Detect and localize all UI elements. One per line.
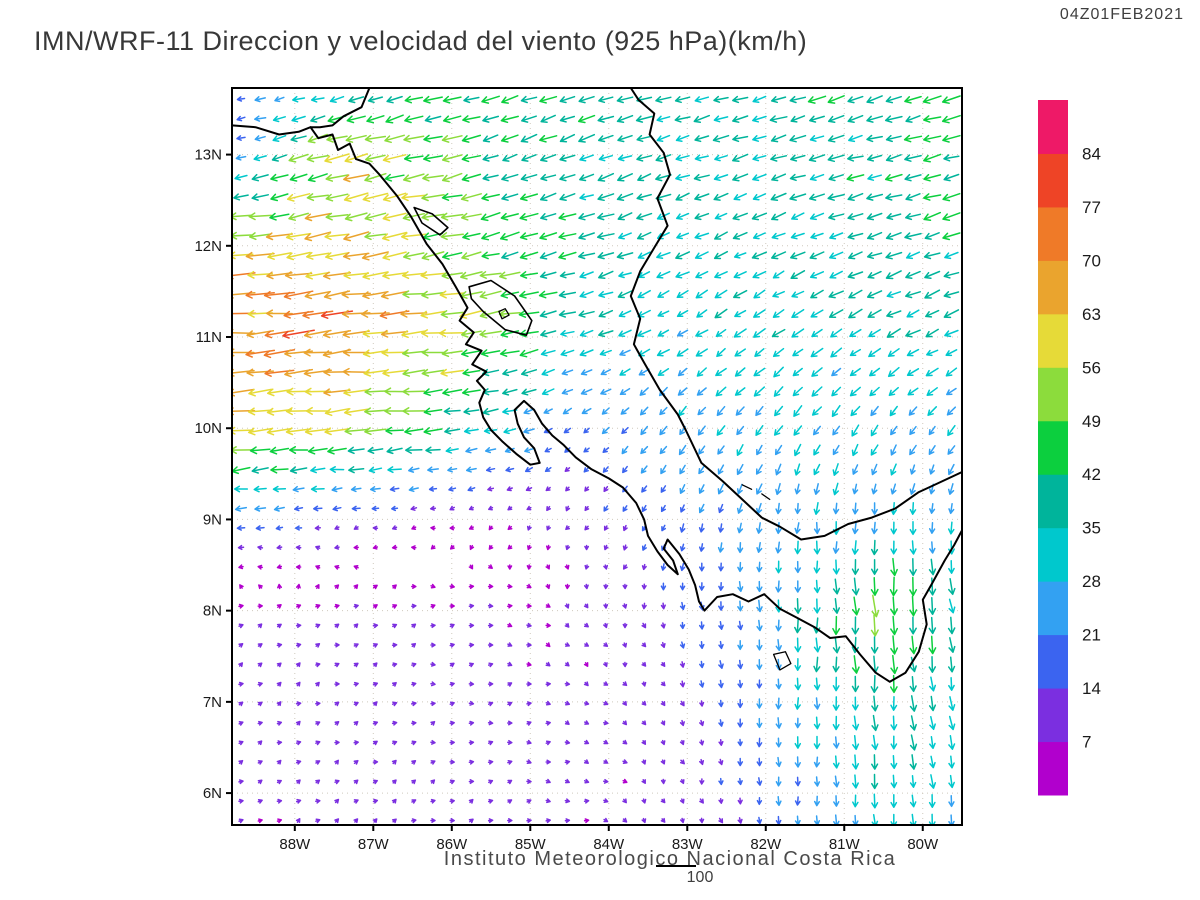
colorbar-label: 42 (1082, 465, 1101, 484)
y-tick-label: 12N (194, 238, 222, 255)
y-tick-label: 6N (203, 785, 222, 802)
colorbar-label: 28 (1082, 572, 1101, 591)
y-tick-label: 8N (203, 603, 222, 620)
x-tick-label: 84W (593, 836, 625, 853)
coiba-island (772, 651, 792, 671)
x-tick-label: 88W (279, 836, 311, 853)
reference-vector-label: 100 (686, 869, 714, 886)
x-tick-label: 81W (829, 836, 861, 853)
colorbar-label: 7 (1082, 733, 1091, 752)
colorbar-label: 14 (1082, 679, 1101, 698)
colorbar-label: 35 (1082, 519, 1101, 538)
colorbar-label: 63 (1082, 305, 1101, 324)
page-title: IMN/WRF-11 Direccion y velocidad del vie… (34, 26, 808, 56)
ometepe-island (498, 308, 510, 320)
x-tick-label: 80W (907, 836, 939, 853)
colorbar-labels: 7 14 21 28 35 42 49 56 63 70 77 84 (1082, 144, 1101, 751)
x-tick-label: 85W (515, 836, 547, 853)
x-tick-label: 86W (436, 836, 468, 853)
institute-caption: Instituto Meteorologico Nacional Costa R… (443, 848, 897, 870)
x-tick-label: 87W (358, 836, 390, 853)
y-tick-label: 11N (196, 329, 222, 346)
valid-timestamp: 04Z01FEB2021 (1059, 6, 1184, 23)
lake-managua (413, 206, 449, 236)
y-tick-label: 7N (203, 694, 222, 711)
x-tick-label: 83W (672, 836, 704, 853)
colorbar-label: 77 (1082, 198, 1101, 217)
colorbar (1038, 100, 1068, 796)
el-salvador-coast (232, 124, 312, 136)
wind-arrows (232, 95, 961, 825)
colorbar-label: 84 (1082, 144, 1101, 163)
y-tick-label: 10N (194, 420, 222, 437)
axis-labels: 88W 87W 86W 85W 84W 83W 82W 81W 80W 13N 12N 11N 10N 9… (194, 147, 939, 853)
gridlines (232, 88, 962, 825)
map-frame (231, 87, 963, 826)
coastlines (232, 88, 962, 683)
bocas-islet-2 (761, 493, 771, 501)
y-tick-label: 9N (203, 511, 222, 528)
bocas-islet-1 (741, 484, 753, 490)
y-tick-label: 13N (194, 147, 222, 164)
lake-nicaragua (468, 279, 533, 336)
colorbar-label: 70 (1082, 251, 1101, 270)
colorbar-label: 56 (1082, 358, 1101, 377)
colorbar-label: 21 (1082, 626, 1101, 645)
axis-ticks (226, 153, 924, 831)
x-tick-label: 82W (750, 836, 782, 853)
pacific-coast (309, 88, 962, 683)
caribbean-coast (629, 88, 962, 541)
colorbar-label: 49 (1082, 412, 1101, 431)
